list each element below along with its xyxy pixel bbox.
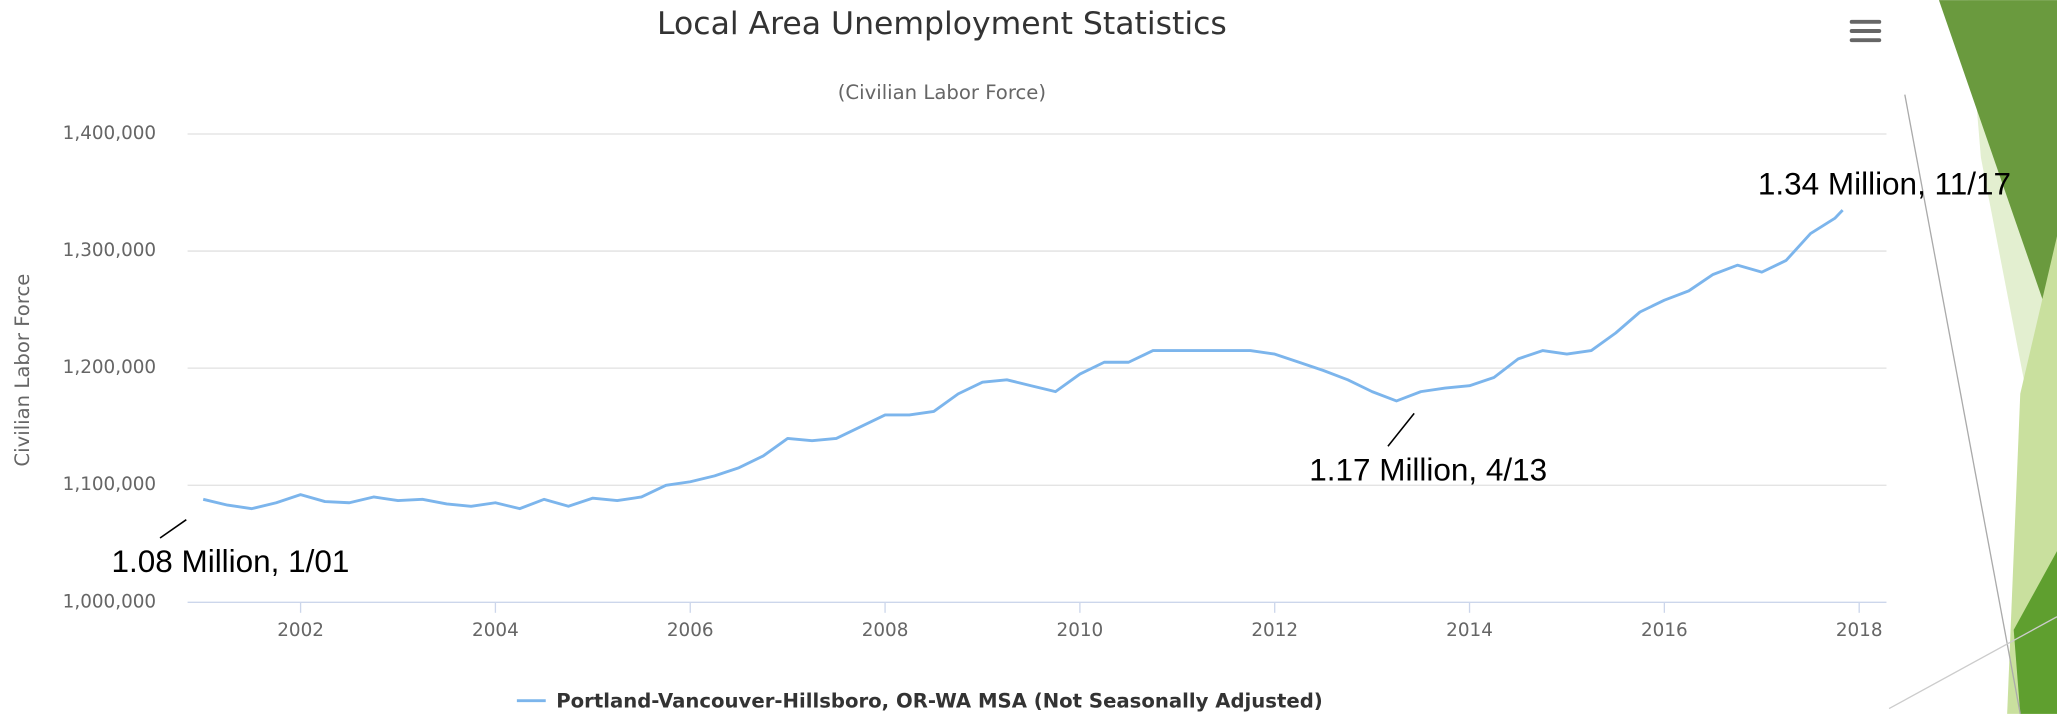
x-tick-label: 2004	[472, 620, 519, 641]
y-axis-title: Civilian Labor Force	[11, 274, 34, 467]
x-tick-label: 2008	[862, 620, 909, 641]
x-tick-label: 2014	[1446, 620, 1493, 641]
menu-bar	[1849, 19, 1882, 24]
x-tick-label: 2002	[277, 620, 324, 641]
x-tick-label: 2012	[1251, 620, 1298, 641]
annotation-leader	[1387, 412, 1415, 447]
legend-label: Portland-Vancouver-Hillsboro, OR-WA MSA …	[556, 690, 1323, 713]
chart-subtitle: (Civilian Labor Force)	[838, 81, 1046, 104]
y-tick-label: 1,400,000	[63, 123, 156, 144]
annotation-leader	[159, 519, 187, 539]
menu-bar	[1849, 38, 1882, 43]
annotation: 1.17 Million, 4/13	[1309, 452, 1547, 487]
decoration	[1888, 0, 2057, 714]
x-tick-label: 2016	[1641, 620, 1688, 641]
x-tick-label: 2018	[1836, 620, 1883, 641]
data-line	[202, 209, 1844, 511]
y-tick-label: 1,100,000	[63, 474, 156, 495]
chart-title: Local Area Unemployment Statistics	[657, 6, 1227, 42]
annotation: 1.34 Million, 11/17	[1758, 166, 2011, 201]
annotation: 1.08 Million, 1/01	[112, 544, 350, 579]
menu-bar	[1849, 29, 1882, 33]
y-tick-label: 1,200,000	[63, 357, 156, 378]
x-tick-label: 2010	[1057, 620, 1104, 641]
y-tick-label: 1,000,000	[63, 591, 156, 612]
x-tick-label: 2006	[667, 620, 714, 641]
menu-button[interactable]	[1847, 16, 1884, 50]
y-tick-label: 1,300,000	[63, 240, 156, 261]
